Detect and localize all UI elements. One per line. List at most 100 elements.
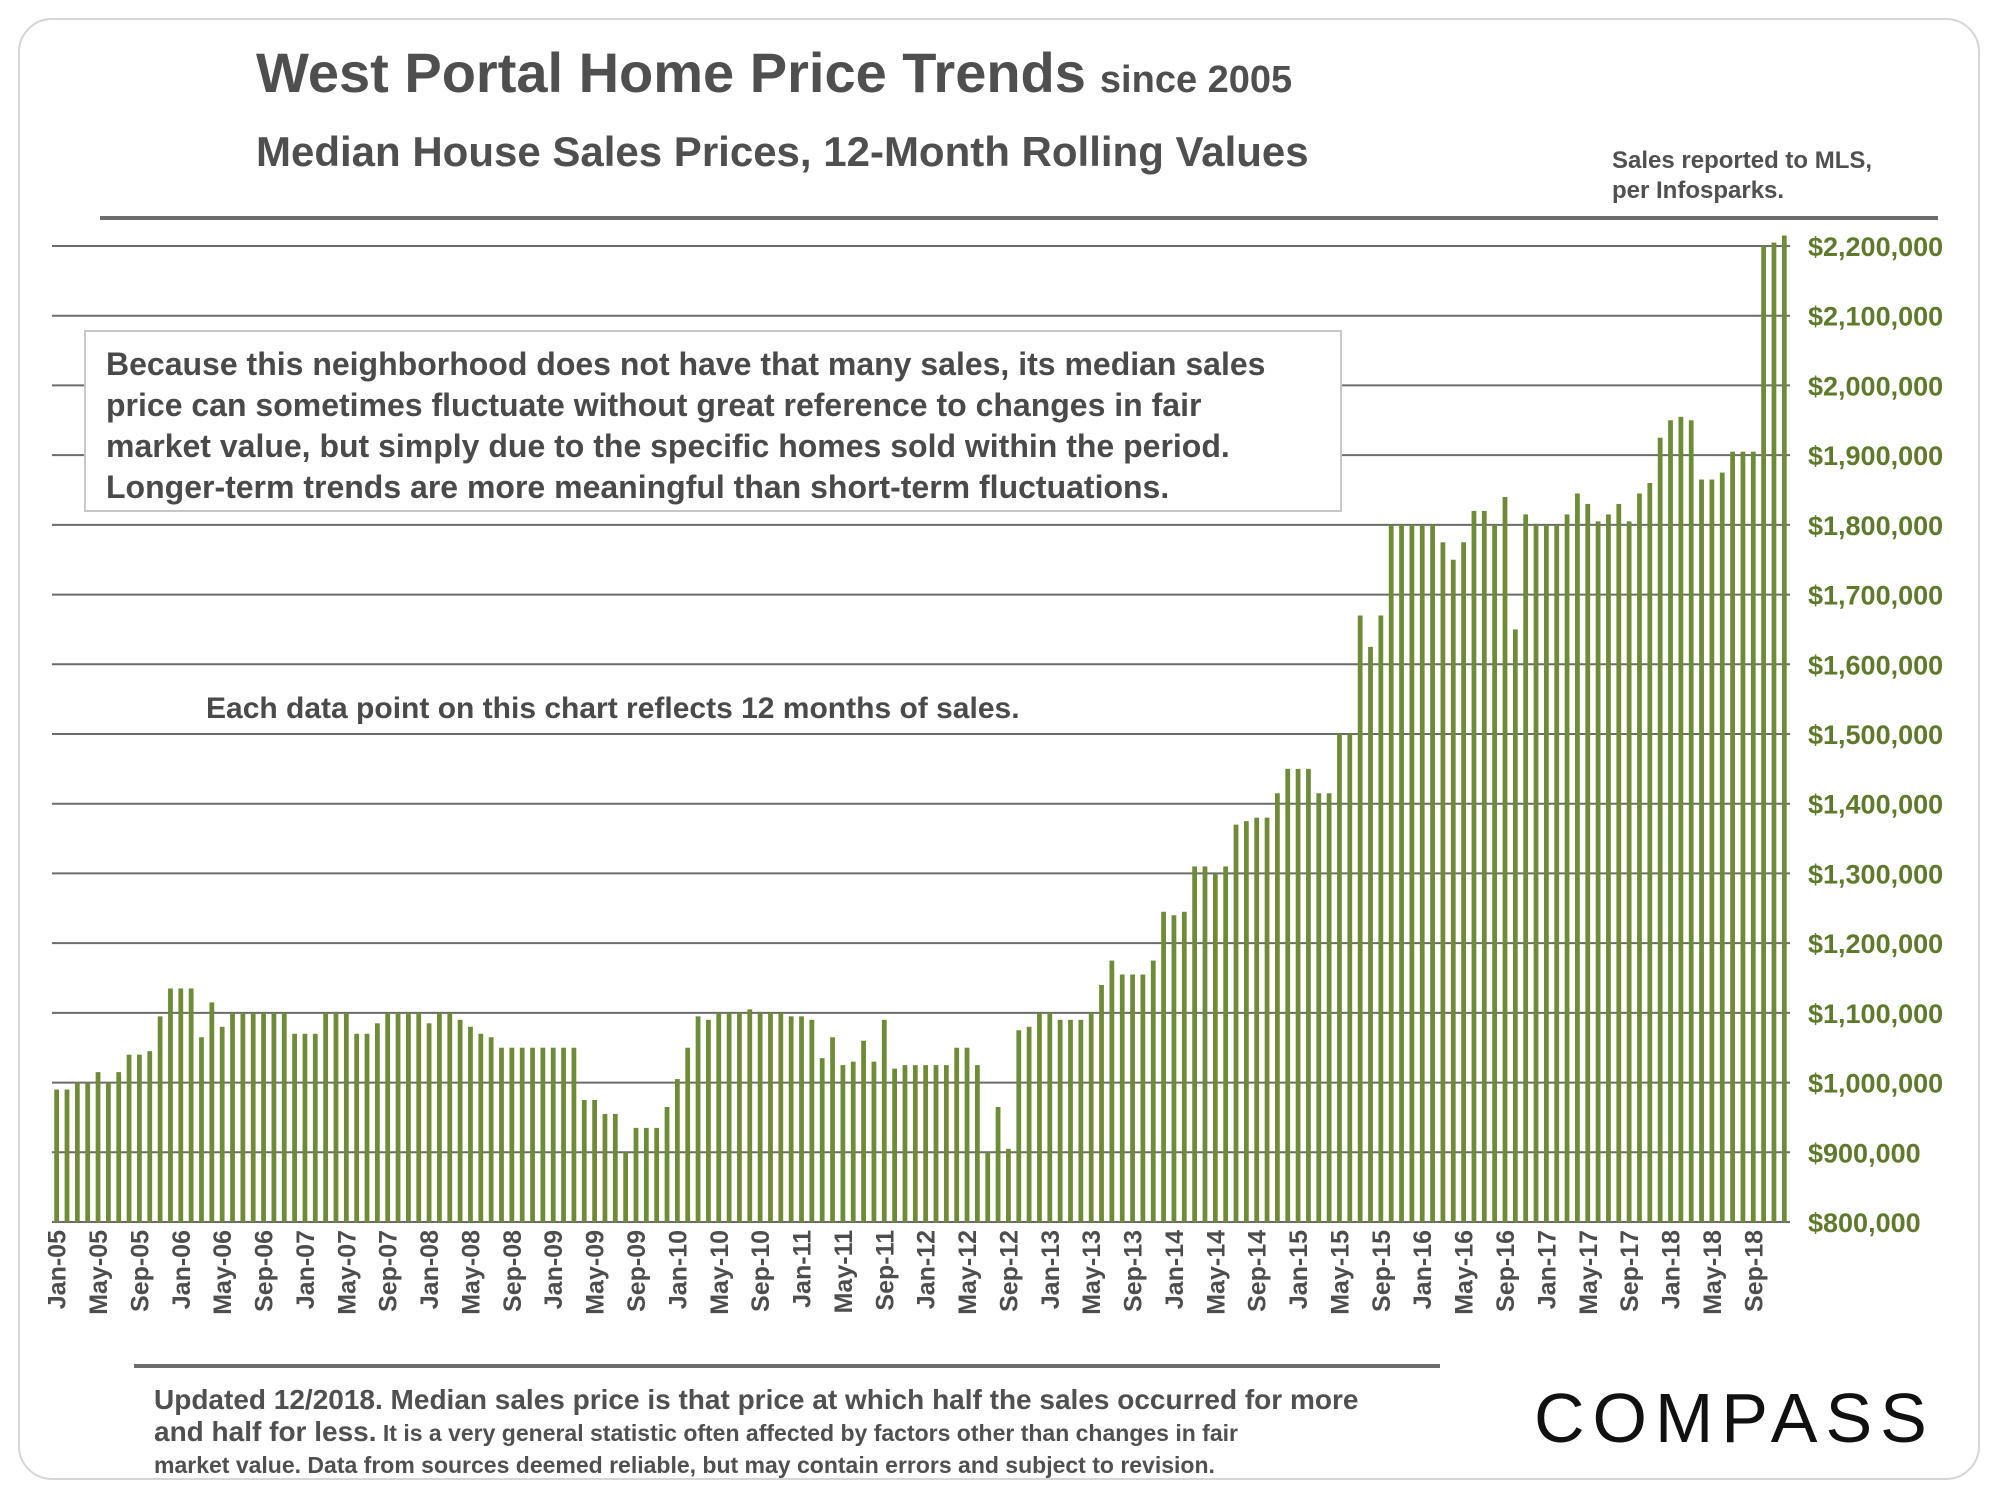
bar (1171, 915, 1177, 1222)
bar (550, 1047, 556, 1222)
bar (1316, 793, 1322, 1222)
bar (1781, 235, 1787, 1223)
bar (1150, 960, 1156, 1222)
bar (137, 1054, 142, 1222)
x-tick-label: Jan-16 (1409, 1230, 1437, 1309)
bar (1254, 817, 1260, 1222)
bar (437, 1012, 442, 1222)
bar (592, 1100, 597, 1222)
bar (1492, 524, 1498, 1222)
chart-title: West Portal Home Price Trends since 2005 (256, 40, 1292, 105)
footer-line-2b: It is a very general statistic often aff… (376, 1420, 1238, 1446)
bar (1057, 1019, 1063, 1222)
bar (1212, 873, 1218, 1222)
bar (943, 1065, 949, 1222)
bar (178, 988, 184, 1222)
bottom-divider (134, 1364, 1440, 1368)
bar (1119, 974, 1125, 1222)
bar (1347, 734, 1353, 1222)
bar (1399, 524, 1404, 1222)
x-tick-label: Jan-06 (168, 1230, 196, 1309)
bar (426, 1023, 432, 1222)
bar (1140, 974, 1146, 1222)
bar (1471, 510, 1477, 1222)
bar (1647, 483, 1653, 1222)
bar (747, 1009, 753, 1222)
x-tick-label: Sep-17 (1616, 1230, 1644, 1312)
bar (1419, 524, 1425, 1222)
bar (271, 1012, 277, 1222)
bar (1699, 479, 1704, 1222)
top-divider (100, 216, 1938, 220)
bar (685, 1047, 691, 1222)
bar (674, 1079, 680, 1222)
bar (1161, 911, 1166, 1222)
bar (530, 1047, 535, 1222)
footer-line-3: market value. Data from sources deemed r… (154, 1452, 1215, 1478)
bar (975, 1065, 980, 1222)
bar (1006, 1148, 1011, 1222)
bar (1243, 821, 1249, 1222)
y-tick-label: $1,200,000 (1808, 929, 1943, 959)
x-tick-label: Sep-15 (1368, 1230, 1396, 1312)
x-tick-label: Sep-10 (747, 1230, 775, 1312)
bar (147, 1051, 153, 1222)
disclaimer-line: Longer-term trends are more meaningful t… (106, 469, 1170, 505)
bar (1719, 472, 1725, 1223)
y-tick-label: $800,000 (1808, 1208, 1921, 1238)
disclaimer-line: market value, but simply due to the spec… (106, 428, 1230, 464)
x-tick-label: Sep-14 (1244, 1230, 1272, 1312)
x-tick-label: Jan-08 (416, 1230, 444, 1309)
bar (581, 1100, 587, 1222)
x-tick-label: May-08 (457, 1230, 485, 1315)
source-line-1: Sales reported to MLS, (1612, 147, 1873, 174)
x-tick-label: May-07 (333, 1230, 361, 1315)
x-tick-label: Sep-12 (995, 1230, 1023, 1312)
bar (1575, 493, 1580, 1222)
y-tick-label: $1,900,000 (1808, 441, 1943, 471)
bar (157, 1016, 163, 1222)
bar (871, 1061, 877, 1222)
bar (612, 1113, 618, 1222)
source-line-2: per Infosparks. (1612, 177, 1785, 204)
x-tick-label: May-16 (1451, 1230, 1479, 1315)
bar (1357, 615, 1363, 1222)
bar (54, 1089, 60, 1222)
x-tick-label: Jan-18 (1658, 1230, 1686, 1309)
x-tick-label: Sep-13 (1120, 1230, 1148, 1312)
bar (923, 1065, 929, 1222)
bar (985, 1152, 991, 1222)
bar (1078, 1019, 1084, 1222)
bar (168, 988, 173, 1222)
bar (1688, 420, 1694, 1222)
bar (1378, 615, 1384, 1222)
bar (1523, 514, 1529, 1222)
bar (706, 1019, 711, 1222)
x-tick-label: May-10 (706, 1230, 734, 1315)
bar (219, 1026, 225, 1222)
bar (1626, 521, 1632, 1222)
y-tick-label: $1,600,000 (1808, 650, 1943, 680)
x-tick-label: Sep-16 (1492, 1230, 1520, 1312)
bar (995, 1106, 1001, 1222)
footer-line-1: Updated 12/2018. Median sales price is t… (154, 1384, 1359, 1415)
x-tick-label: Sep-09 (623, 1230, 651, 1312)
y-tick-label: $1,500,000 (1808, 720, 1943, 750)
bar (1595, 521, 1601, 1222)
bar (1109, 960, 1115, 1222)
bar (768, 1012, 773, 1222)
bar (1337, 734, 1342, 1222)
bar (406, 1012, 411, 1222)
bar (1306, 768, 1311, 1222)
x-tick-label: Jan-14 (1161, 1230, 1189, 1309)
title-suffix: since 2005 (1099, 59, 1293, 101)
bar (1202, 866, 1208, 1222)
x-tick-label: Jan-07 (292, 1230, 320, 1309)
x-tick-label: May-06 (209, 1230, 237, 1315)
bar (1223, 866, 1229, 1222)
bar (1637, 493, 1642, 1222)
bar (1233, 824, 1239, 1222)
bar (1740, 451, 1746, 1223)
bar (1668, 420, 1673, 1222)
bar (1088, 1012, 1094, 1222)
